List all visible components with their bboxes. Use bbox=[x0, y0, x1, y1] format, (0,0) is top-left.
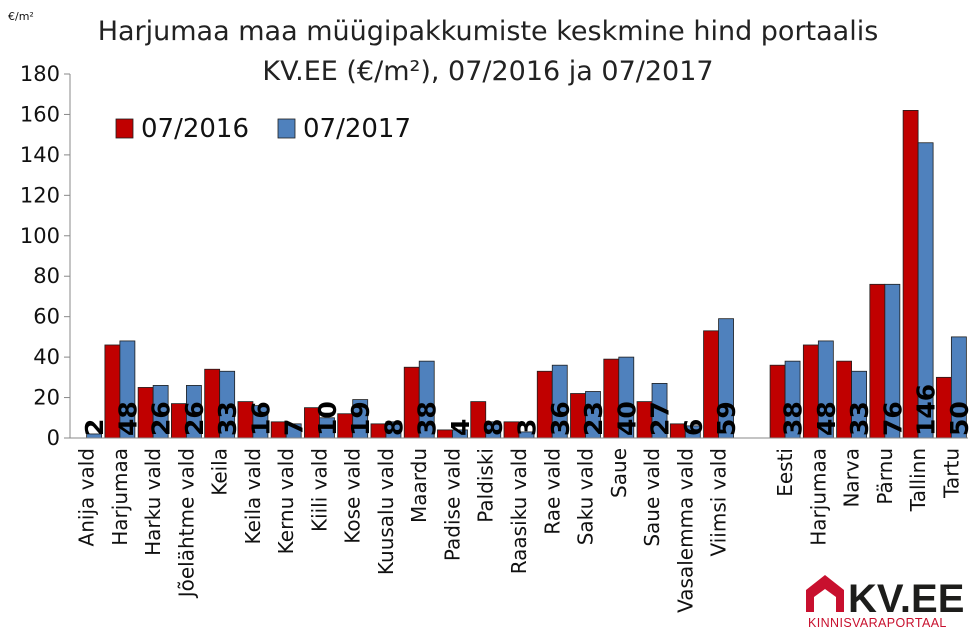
legend-label: 07/2016 bbox=[141, 114, 249, 144]
data-label: 38 bbox=[779, 401, 808, 436]
data-label: 50 bbox=[945, 401, 974, 436]
x-tick-label: Kiili vald bbox=[307, 448, 331, 532]
data-label: 19 bbox=[346, 401, 375, 436]
legend: 07/2016 07/2017 bbox=[115, 114, 411, 144]
legend-swatch bbox=[277, 118, 296, 139]
x-tick-label: Harjumaa bbox=[108, 448, 132, 546]
y-tick-label: 120 bbox=[20, 183, 60, 207]
x-tick-label: Saue bbox=[607, 448, 631, 498]
data-label: 7 bbox=[280, 419, 309, 436]
x-tick-label: Jõelähtme vald bbox=[174, 448, 198, 599]
data-label: 48 bbox=[812, 401, 841, 436]
data-labels: 2 48 26 26 33 16 7 10 19 8 38 4 8 3 36 23 40 27 6 59 38 48 33 7… bbox=[80, 384, 974, 436]
y-tick-label: 20 bbox=[33, 386, 60, 410]
data-label: 40 bbox=[612, 401, 641, 436]
x-tick-label: Raasiku vald bbox=[507, 448, 531, 574]
chart-title-line-2: KV.EE (€/m²), 07/2016 ja 07/2017 bbox=[262, 56, 713, 87]
x-tick-label: Maardu bbox=[407, 448, 431, 523]
x-tick-label: Vasalemma vald bbox=[673, 448, 697, 613]
data-label: 8 bbox=[479, 419, 508, 436]
data-label: 8 bbox=[379, 419, 408, 436]
x-tick-label: Narva bbox=[840, 448, 864, 508]
x-tick-label: Keila vald bbox=[241, 448, 265, 545]
data-label: 33 bbox=[213, 401, 242, 436]
y-tick-label: 60 bbox=[33, 305, 60, 329]
x-tick-label: Paldiski bbox=[474, 448, 498, 523]
y-tick-label: 100 bbox=[20, 224, 60, 248]
x-tick-label: Anija vald bbox=[75, 448, 99, 546]
data-label: 59 bbox=[712, 401, 741, 436]
y-tick-label: 0 bbox=[47, 426, 60, 450]
y-axis: 0 20 40 60 80 100 120 140 160 180 bbox=[20, 62, 71, 450]
x-tick-label: Saue vald bbox=[640, 448, 664, 547]
x-tick-label: Viimsi vald bbox=[707, 448, 731, 557]
house-logo-icon bbox=[806, 575, 844, 612]
y-tick-label: 140 bbox=[20, 143, 60, 167]
data-label: 4 bbox=[446, 419, 475, 436]
data-label: 26 bbox=[180, 401, 209, 436]
data-label: 36 bbox=[546, 401, 575, 436]
data-label: 16 bbox=[246, 401, 275, 436]
y-tick-label: 80 bbox=[33, 264, 60, 288]
x-tick-label: Harjumaa bbox=[806, 448, 830, 546]
unit-label: €/m² bbox=[8, 10, 34, 23]
chart-title-line-1: Harjumaa maa müügipakkumiste keskmine hi… bbox=[98, 16, 879, 47]
data-label: 10 bbox=[313, 401, 342, 436]
y-tick-label: 160 bbox=[20, 102, 60, 126]
x-tick-label: Tartu bbox=[939, 448, 963, 499]
x-axis: Anija vald Harjumaa Harku vald Jõelähtme va… bbox=[70, 437, 968, 613]
x-tick-label: Tallinn bbox=[906, 448, 930, 512]
x-tick-label: Kernu vald bbox=[274, 448, 298, 554]
x-tick-label: Eesti bbox=[773, 448, 797, 497]
data-label: 146 bbox=[912, 384, 941, 436]
logo-brand: KV.EE bbox=[848, 577, 964, 621]
data-label: 48 bbox=[113, 401, 142, 436]
data-label: 3 bbox=[513, 419, 542, 436]
data-label: 2 bbox=[80, 419, 109, 436]
x-tick-label: Padise vald bbox=[440, 448, 464, 561]
legend-swatch bbox=[115, 118, 134, 139]
y-tick-label: 40 bbox=[33, 345, 60, 369]
logo-tagline: KINNISVARAPORTAAL bbox=[808, 616, 947, 630]
x-tick-label: Kose vald bbox=[341, 448, 365, 544]
data-label: 23 bbox=[579, 401, 608, 436]
legend-label: 07/2017 bbox=[303, 114, 411, 144]
data-label: 6 bbox=[679, 419, 708, 436]
kv-ee-logo: KV.EE KINNISVARAPORTAAL bbox=[806, 575, 964, 630]
x-tick-label: Kuusalu vald bbox=[374, 448, 398, 575]
x-tick-label: Rae vald bbox=[540, 448, 564, 535]
x-tick-label: Harku vald bbox=[141, 448, 165, 556]
x-tick-label: Pärnu bbox=[873, 448, 897, 505]
data-label: 33 bbox=[845, 401, 874, 436]
data-label: 27 bbox=[646, 401, 675, 436]
x-tick-label: Saku vald bbox=[574, 448, 598, 545]
data-label: 26 bbox=[147, 401, 176, 436]
data-label: 38 bbox=[413, 401, 442, 436]
y-tick-label: 180 bbox=[20, 62, 60, 86]
data-label: 76 bbox=[878, 401, 907, 436]
x-tick-label: Keila bbox=[208, 448, 232, 496]
bars bbox=[86, 110, 967, 439]
